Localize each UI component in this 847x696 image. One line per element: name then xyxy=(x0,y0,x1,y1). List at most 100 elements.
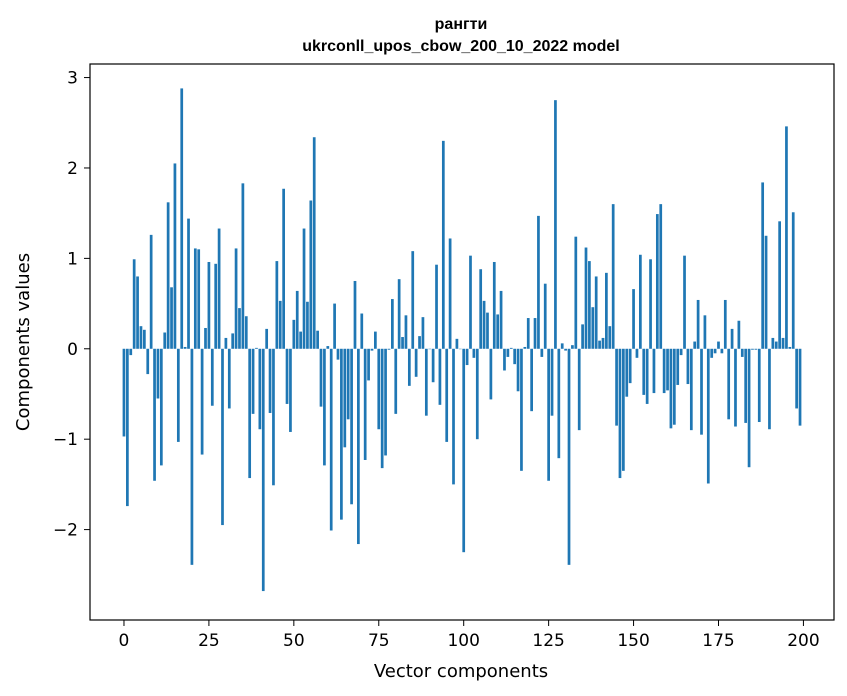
bar-53 xyxy=(302,228,306,349)
bar-175 xyxy=(717,341,720,349)
bar-31 xyxy=(227,348,231,409)
bar-3 xyxy=(132,259,136,349)
bar-121 xyxy=(533,318,537,349)
bar-35 xyxy=(241,183,245,349)
bar-168 xyxy=(693,341,697,349)
x-tick-label: 175 xyxy=(702,631,734,651)
bar-120 xyxy=(530,348,533,412)
bar-57 xyxy=(316,330,319,349)
bar-129 xyxy=(560,343,564,349)
bar-131 xyxy=(567,348,571,565)
y-tick-label: −1 xyxy=(53,430,78,450)
bar-44 xyxy=(272,348,275,486)
bar-187 xyxy=(757,348,761,423)
bar-106 xyxy=(482,300,486,349)
bar-160 xyxy=(666,348,669,391)
bar-16 xyxy=(176,348,180,442)
bar-82 xyxy=(401,337,404,349)
bar-87 xyxy=(418,336,421,349)
bar-24 xyxy=(204,327,207,349)
bar-4 xyxy=(136,276,139,349)
bar-145 xyxy=(615,348,618,426)
x-tick-label: 125 xyxy=(532,631,564,651)
bar-141 xyxy=(601,337,605,349)
bar-186 xyxy=(754,348,758,350)
bar-21 xyxy=(193,248,197,349)
bar-170 xyxy=(700,348,703,435)
bar-169 xyxy=(696,299,700,349)
bar-156 xyxy=(652,348,656,394)
bar-97 xyxy=(452,348,455,485)
bar-59 xyxy=(323,348,326,466)
bar-100 xyxy=(462,348,466,553)
bar-194 xyxy=(781,337,785,349)
bar-189 xyxy=(764,235,768,349)
bar-195 xyxy=(785,126,788,349)
bar-179 xyxy=(730,328,734,349)
bar-25 xyxy=(207,261,211,349)
y-tick-label: 2 xyxy=(67,159,78,179)
bar-7 xyxy=(146,348,150,375)
bar-184 xyxy=(747,348,751,468)
bar-50 xyxy=(292,319,296,349)
bar-19 xyxy=(187,218,190,349)
bar-91 xyxy=(431,348,435,383)
bar-144 xyxy=(611,204,615,349)
bar-111 xyxy=(499,290,503,349)
bar-136 xyxy=(584,247,588,349)
bar-28 xyxy=(217,228,221,349)
bar-58 xyxy=(319,348,323,407)
bar-198 xyxy=(795,348,798,409)
bar-183 xyxy=(744,348,748,423)
bar-119 xyxy=(526,318,530,349)
bar-76 xyxy=(380,348,384,469)
bar-188 xyxy=(761,182,765,349)
bar-94 xyxy=(441,140,445,349)
bar-39 xyxy=(255,347,258,349)
bar-190 xyxy=(768,348,771,430)
bar-161 xyxy=(669,348,673,429)
bar-177 xyxy=(723,299,727,349)
bar-18 xyxy=(183,346,187,349)
bar-92 xyxy=(435,264,438,349)
bar-11 xyxy=(159,348,163,466)
bar-110 xyxy=(496,314,500,349)
bar-157 xyxy=(655,214,659,349)
bar-75 xyxy=(377,348,381,430)
bar-96 xyxy=(448,238,452,349)
bar-146 xyxy=(618,348,622,479)
bar-81 xyxy=(397,279,401,349)
bar-78 xyxy=(387,348,391,350)
bar-197 xyxy=(791,212,795,349)
bar-38 xyxy=(251,348,255,414)
bar-167 xyxy=(689,348,693,431)
bar-164 xyxy=(679,348,683,356)
bar-98 xyxy=(455,338,459,349)
bar-126 xyxy=(550,348,554,416)
bar-68 xyxy=(353,280,357,349)
bar-1 xyxy=(126,348,129,507)
bar-95 xyxy=(445,348,449,442)
bar-9 xyxy=(153,348,156,481)
bar-47 xyxy=(282,188,285,349)
bar-102 xyxy=(469,255,472,349)
bar-56 xyxy=(312,137,316,349)
bar-115 xyxy=(513,348,517,365)
bar-133 xyxy=(574,236,578,349)
bar-166 xyxy=(686,348,690,385)
bar-162 xyxy=(672,348,676,425)
bar-124 xyxy=(543,283,547,349)
bar-127 xyxy=(554,100,557,349)
bar-14 xyxy=(170,287,173,349)
bar-114 xyxy=(509,347,513,349)
bar-67 xyxy=(350,348,353,505)
bar-154 xyxy=(645,348,649,404)
bar-103 xyxy=(472,348,476,358)
bar-181 xyxy=(737,320,741,349)
x-tick-label: 25 xyxy=(198,631,220,651)
bar-104 xyxy=(475,348,479,440)
bar-171 xyxy=(703,315,707,349)
x-tick-label: 200 xyxy=(787,631,819,651)
y-axis-label: Components values xyxy=(13,253,34,431)
